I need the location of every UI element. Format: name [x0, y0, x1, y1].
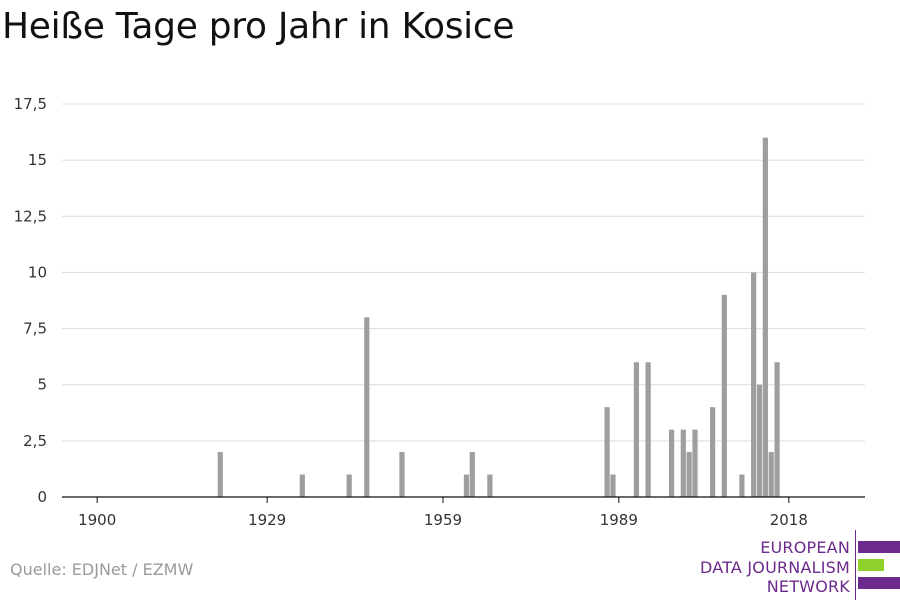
bar — [721, 294, 727, 497]
y-tick-label: 7,5 — [23, 320, 47, 338]
bar — [487, 474, 493, 497]
bar — [346, 474, 352, 497]
edjnet-logo[interactable]: EUROPEAN DATA JOURNALISM NETWORK — [700, 530, 900, 600]
bar — [692, 429, 698, 497]
bar — [217, 452, 223, 497]
bar — [645, 362, 651, 497]
logo-text-network: NETWORK — [766, 577, 850, 596]
logo-bar-purple-top — [858, 541, 900, 553]
chart-title: Heiße Tage pro Jahr in Kosice — [2, 6, 515, 47]
x-tick-label: 1929 — [248, 511, 286, 529]
logo-text-data-journalism: DATA JOURNALISM — [700, 558, 850, 577]
bar — [680, 429, 686, 497]
y-tick-label: 17,5 — [14, 95, 47, 113]
y-tick-label: 10 — [28, 263, 47, 281]
bar — [299, 474, 305, 497]
axes: 0 2,5 5 7,5 10 12,5 15 17,5 1900 1929 1959 1989 2018 — [14, 95, 865, 529]
bar — [364, 317, 370, 497]
bar — [633, 362, 640, 497]
y-tick-label: 5 — [37, 376, 47, 394]
bar — [774, 362, 780, 497]
y-tick-label: 2,5 — [23, 432, 47, 450]
bar — [751, 272, 757, 497]
bar — [469, 452, 475, 497]
logo-bar-purple-bottom — [858, 577, 900, 589]
source-credit: Quelle: EDJNet / EZMW — [10, 560, 194, 579]
logo-divider — [855, 530, 856, 600]
y-tick-label: 0 — [37, 488, 47, 506]
x-tick-label: 2018 — [770, 511, 808, 529]
bar — [686, 452, 692, 497]
x-tick-label: 1900 — [78, 511, 116, 529]
y-tick-label: 12,5 — [14, 207, 47, 225]
bar — [739, 474, 745, 497]
x-tick-label: 1989 — [600, 511, 638, 529]
bar — [668, 429, 675, 497]
bars — [217, 137, 780, 497]
gridlines — [62, 103, 865, 442]
bar — [756, 384, 763, 497]
bar — [399, 452, 405, 497]
logo-bar-green — [858, 559, 884, 571]
bar — [762, 137, 768, 497]
bar — [610, 474, 616, 497]
x-tick-label: 1959 — [424, 511, 462, 529]
bar — [710, 407, 716, 497]
bar — [604, 407, 610, 497]
bar — [768, 452, 774, 497]
y-tick-label: 15 — [28, 151, 47, 169]
bar — [463, 474, 470, 497]
logo-text-european: EUROPEAN — [760, 538, 850, 557]
